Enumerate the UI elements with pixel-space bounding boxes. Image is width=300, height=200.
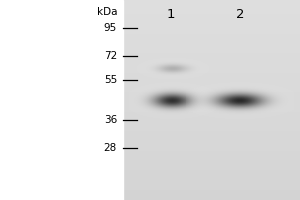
Text: 2: 2: [236, 7, 244, 21]
Text: 28: 28: [104, 143, 117, 153]
Bar: [0, 0, 123, 200]
Text: 55: 55: [104, 75, 117, 85]
Text: 36: 36: [104, 115, 117, 125]
Text: 72: 72: [104, 51, 117, 61]
Text: kDa: kDa: [97, 7, 117, 17]
Text: 95: 95: [104, 23, 117, 33]
Text: 1: 1: [167, 7, 175, 21]
